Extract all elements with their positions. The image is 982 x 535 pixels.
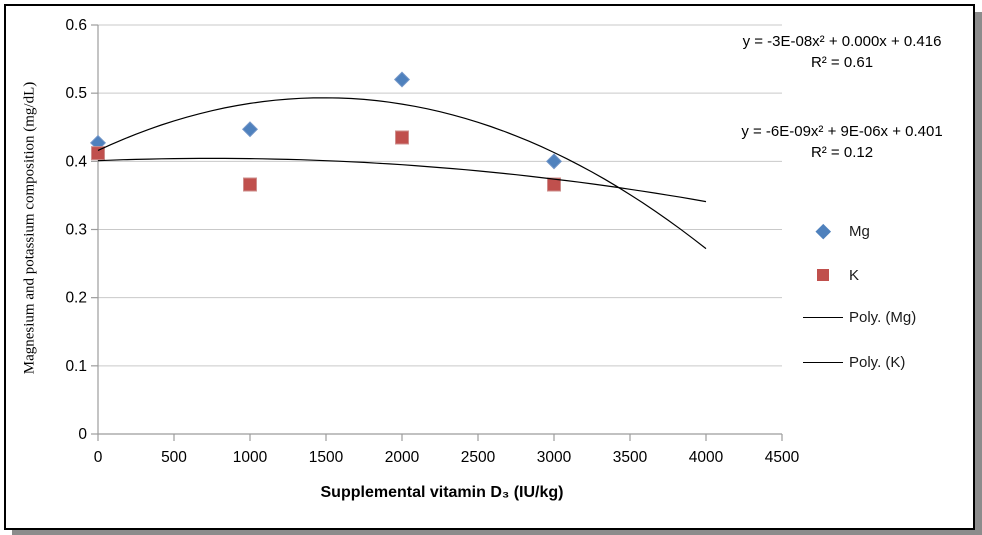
x-tick-label: 3000	[537, 449, 572, 466]
y-tick-label: 0.1	[65, 358, 87, 375]
r-squared-text: R² = 0.61	[810, 54, 874, 71]
data-point-mg	[241, 121, 259, 138]
frame-shadow-bottom	[12, 526, 982, 535]
trendline-sample-icon	[803, 316, 843, 318]
legend-label: K	[849, 266, 860, 284]
legend-marker-box	[801, 361, 845, 363]
legend-label: Poly. (Mg)	[849, 308, 917, 326]
legend-item-k: K	[801, 266, 859, 284]
frame-shadow-right	[973, 12, 982, 535]
x-tick-label: 2000	[385, 449, 420, 466]
data-point-mg	[545, 153, 563, 170]
y-tick-label: 0.2	[65, 290, 87, 307]
y-tick-label: 0.5	[65, 85, 87, 102]
trendline-sample-icon	[803, 361, 843, 363]
legend-marker-box	[801, 269, 845, 281]
trendline	[97, 157, 707, 203]
data-point-mg	[393, 71, 411, 88]
legend-marker-box	[801, 316, 845, 318]
diamond-marker-icon	[815, 223, 831, 239]
trendline-equation-mg: y = -3E-08x² + 0.000x + 0.416 R² = 0.61	[712, 31, 972, 73]
square-marker-icon	[817, 269, 829, 281]
legend-label: Poly. (K)	[849, 353, 906, 371]
x-tick-label: 3500	[613, 449, 648, 466]
data-point-k	[547, 177, 561, 192]
y-tick-label: 0	[78, 426, 87, 443]
legend-item-poly-mg: Poly. (Mg)	[801, 308, 916, 326]
equation-text: y = -6E-09x² + 9E-06x + 0.401	[741, 123, 943, 140]
x-tick-label: 4000	[689, 449, 724, 466]
data-point-k	[243, 177, 257, 192]
data-point-k	[395, 130, 409, 145]
y-tick-label: 0.4	[65, 153, 87, 170]
r-squared-text: R² = 0.12	[810, 144, 874, 161]
x-tick-label: 4500	[765, 449, 800, 466]
x-tick-label: 1500	[309, 449, 344, 466]
legend-marker-box	[801, 223, 845, 239]
x-tick-label: 0	[94, 449, 103, 466]
legend-item-poly-k: Poly. (K)	[801, 353, 905, 371]
y-tick-label: 0.6	[65, 17, 87, 34]
x-tick-label: 2500	[461, 449, 496, 466]
chart-frame	[4, 4, 975, 530]
x-tick-label: 1000	[233, 449, 268, 466]
legend-item-mg: Mg	[801, 222, 870, 240]
y-axis-title: Magnesium and potassium composition (mg/…	[21, 81, 38, 375]
data-point-k	[91, 146, 105, 161]
legend-label: Mg	[849, 222, 870, 240]
x-axis-title: Supplemental vitamin D₃ (IU/kg)	[320, 484, 564, 501]
x-tick-label: 500	[161, 449, 187, 466]
equation-text: y = -3E-08x² + 0.000x + 0.416	[742, 33, 942, 50]
trendline-equation-k: y = -6E-09x² + 9E-06x + 0.401 R² = 0.12	[712, 121, 972, 163]
y-tick-label: 0.3	[65, 222, 87, 239]
trendline	[97, 97, 707, 250]
